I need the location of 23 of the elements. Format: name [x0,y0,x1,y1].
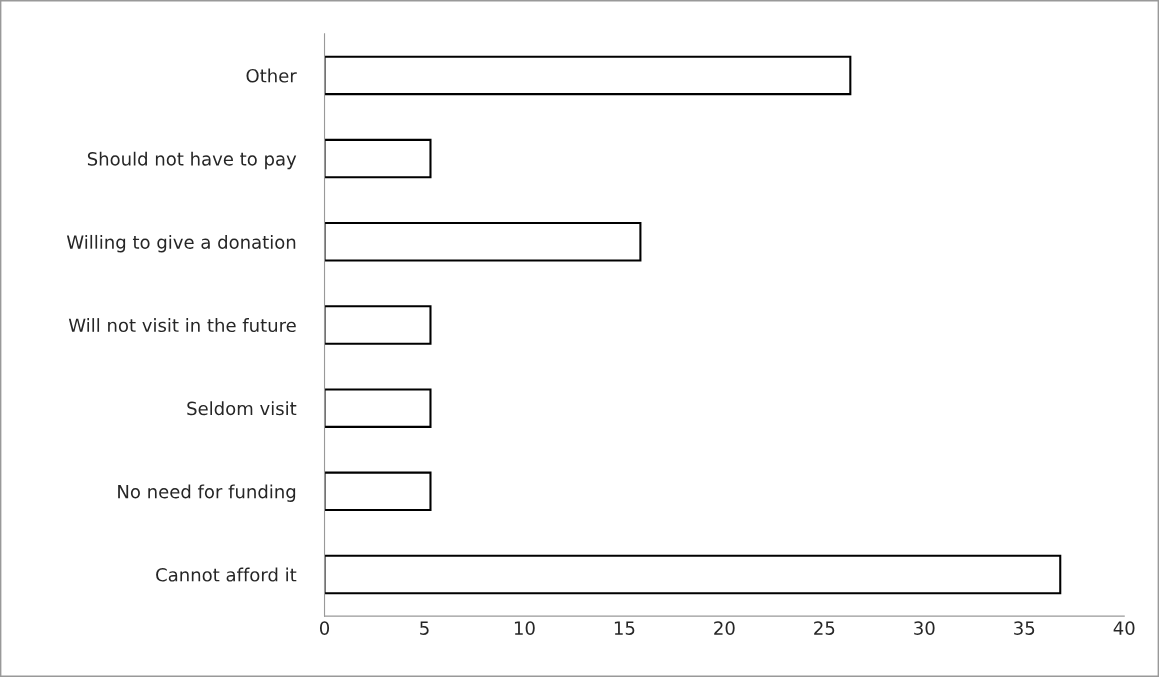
y-tick-label: Should not have to pay [87,151,297,170]
y-tick-label: Seldom visit [187,401,297,416]
x-tick-label: 30 [914,621,935,635]
y-tick-label: Will not visit in the future [68,318,296,333]
x-tick-label: 25 [814,621,835,635]
x-tick-label: 15 [614,621,635,635]
bar [324,138,432,179]
y-tick-label: Willing to give a donation [66,234,296,253]
x-tick-label: 0 [319,621,330,635]
bar [324,471,432,512]
bar [324,305,432,345]
x-tick-label: 10 [514,621,535,635]
bar [324,55,852,96]
x-tick-label: 5 [420,621,429,635]
bar [324,388,432,428]
x-tick-label: 40 [1113,621,1135,635]
bar [324,222,642,262]
bar [324,554,1062,595]
x-tick-label: 20 [714,621,735,635]
y-tick-label: No need for funding [118,484,296,502]
y-tick-label: Other [246,68,297,83]
x-tick-label: 35 [1014,621,1035,635]
y-tick-label: Cannot afford it [156,567,297,582]
